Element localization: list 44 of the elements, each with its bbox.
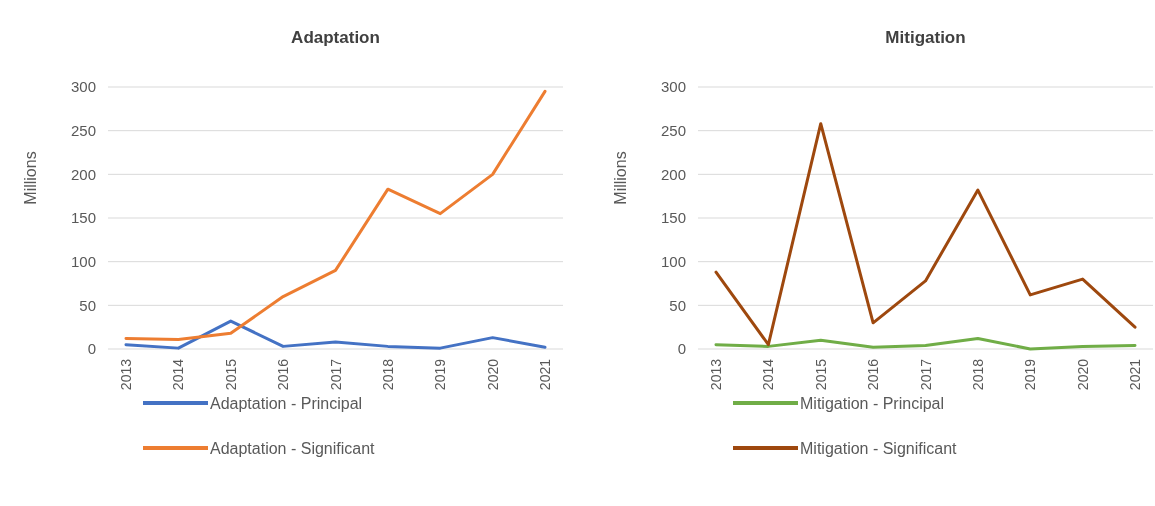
chart-title: Adaptation	[291, 28, 380, 47]
legend-label: Mitigation - Principal	[800, 394, 945, 412]
x-tick-label: 2020	[484, 358, 501, 391]
y-tick-label: 50	[669, 296, 686, 314]
y-tick-label: 150	[70, 209, 96, 227]
legend-label: Mitigation - Significant	[800, 439, 958, 457]
x-tick-label: 2014	[170, 358, 187, 391]
x-tick-label: 2021	[1127, 358, 1143, 391]
x-tick-label: 2015	[812, 358, 829, 391]
x-tick-label: 2019	[1022, 358, 1039, 391]
x-tick-label: 2017	[327, 358, 344, 391]
x-tick-label: 2018	[969, 358, 986, 391]
y-tick-label: 0	[87, 340, 96, 358]
line-series	[714, 122, 1137, 347]
y-tick-label: 250	[70, 121, 96, 139]
y-tick-label: 100	[70, 252, 96, 270]
y-tick-label: 50	[79, 296, 96, 314]
x-tick-label: 2016	[865, 358, 882, 391]
x-tick-label: 2016	[275, 358, 292, 391]
legend-label: Adaptation - Significant	[210, 439, 376, 457]
line-series	[124, 89, 547, 341]
x-tick-label: 2019	[432, 358, 449, 391]
line-series	[714, 337, 1137, 351]
y-tick-label: 100	[660, 252, 686, 270]
x-tick-label: 2015	[222, 358, 239, 391]
y-axis-title: Millions	[22, 151, 39, 205]
y-tick-label: 300	[70, 78, 96, 96]
line-series	[124, 319, 547, 350]
legend-label: Adaptation - Principal	[210, 394, 363, 412]
y-tick-label: 150	[660, 209, 686, 227]
x-tick-label: 2021	[537, 358, 553, 391]
x-tick-label: 2017	[917, 358, 934, 391]
x-tick-label: 2020	[1074, 358, 1091, 391]
y-tick-label: 200	[70, 165, 96, 183]
y-tick-label: 200	[660, 165, 686, 183]
y-axis-title: Millions	[612, 151, 629, 205]
x-tick-label: 2018	[379, 358, 396, 391]
y-tick-label: 0	[677, 340, 686, 358]
y-tick-label: 250	[660, 121, 686, 139]
x-tick-label: 2013	[708, 358, 724, 391]
y-tick-label: 300	[660, 78, 686, 96]
x-tick-label: 2014	[760, 358, 777, 391]
chart-title: Mitigation	[885, 28, 966, 47]
x-tick-label: 2013	[118, 358, 134, 391]
